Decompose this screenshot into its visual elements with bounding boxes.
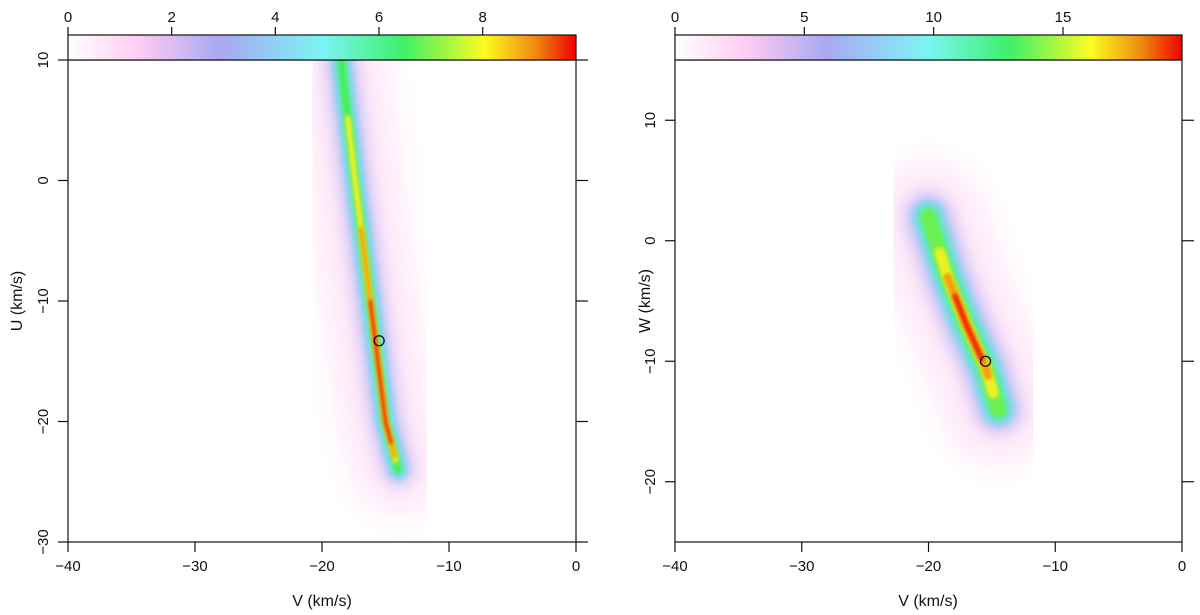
density-core xyxy=(952,293,985,362)
colorbar-tick-label: 0 xyxy=(671,9,679,26)
y-tick-label: −30 xyxy=(35,529,52,554)
density-core xyxy=(368,299,393,445)
colorbar-tick-label: 15 xyxy=(1055,9,1072,26)
colorbar-uv: 0 2 4 6 8 xyxy=(64,9,577,61)
colorbar-gradient-vw xyxy=(674,34,1183,61)
x-axis-uv: −40 −30 −20 −10 0 xyxy=(55,542,580,575)
y-tick-label: 0 xyxy=(642,237,659,245)
x-tick-label: −40 xyxy=(55,558,80,575)
y-tick-label: −10 xyxy=(642,349,659,374)
right-ticks-vw xyxy=(1182,119,1194,483)
colorbar-tick-label: 8 xyxy=(479,9,487,26)
colorbar-tick-label: 0 xyxy=(64,9,72,26)
density-map-vw xyxy=(873,161,1054,465)
colorbar-tick-label: 6 xyxy=(375,9,383,26)
x-tick-label: −10 xyxy=(436,558,461,575)
y-tick-label: −20 xyxy=(642,469,659,494)
right-ticks-uv xyxy=(576,59,588,543)
density-map-uv xyxy=(296,60,444,515)
colorbar-gradient-uv xyxy=(67,34,577,61)
sun-marker-vw xyxy=(979,355,992,367)
x-tick-label: −40 xyxy=(662,558,687,575)
x-tick-label: 0 xyxy=(572,558,580,575)
x-tick-label: −10 xyxy=(1043,558,1068,575)
x-tick-label: −30 xyxy=(789,558,814,575)
x-tick-label: −20 xyxy=(916,558,941,575)
y-axis-title-uv: U (km/s) xyxy=(9,271,26,331)
colorbar-tick-label: 4 xyxy=(271,9,279,26)
y-axis-title-vw: W (km/s) xyxy=(637,269,654,333)
colorbar-vw: 0 5 10 15 xyxy=(671,9,1183,61)
y-tick-label: −20 xyxy=(35,409,52,434)
x-tick-label: 0 xyxy=(1178,558,1186,575)
colorbar-tick-label: 2 xyxy=(168,9,176,26)
colorbar-tick-label: 10 xyxy=(925,9,942,26)
y-tick-label: 10 xyxy=(642,112,659,129)
y-axis-vw: −20 −10 0 10 xyxy=(642,112,675,494)
y-tick-label: −10 xyxy=(35,288,52,313)
x-axis-title-vw: V (km/s) xyxy=(898,593,958,610)
x-tick-label: −30 xyxy=(182,558,207,575)
colorbar-tick-label: 5 xyxy=(800,9,808,26)
y-axis-uv: −30 −20 −10 0 10 xyxy=(35,52,68,555)
sun-marker-uv xyxy=(373,335,385,347)
x-axis-vw: −40 −30 −20 −10 0 xyxy=(662,542,1186,575)
x-axis-title-uv: V (km/s) xyxy=(292,593,352,610)
x-tick-label: −20 xyxy=(309,558,334,575)
y-tick-label: 10 xyxy=(35,52,52,69)
y-tick-label: 0 xyxy=(35,176,52,184)
